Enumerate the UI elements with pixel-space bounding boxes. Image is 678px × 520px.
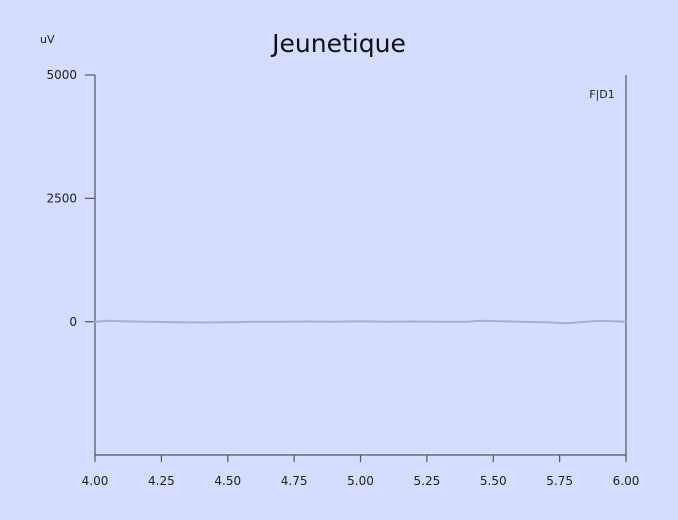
y-tick-label: 5000 xyxy=(46,68,77,82)
y-ticks-group: 5000 2500 0 xyxy=(46,68,95,329)
y-tick-label: 2500 xyxy=(46,191,77,205)
chart-title: Jeunetique xyxy=(270,29,406,58)
x-tick-label: 4.50 xyxy=(214,474,241,488)
x-tick-label: 4.75 xyxy=(281,474,308,488)
y-tick-label: 0 xyxy=(69,315,77,329)
x-tick-label: 5.00 xyxy=(347,474,374,488)
x-tick-label: 5.25 xyxy=(414,474,441,488)
y-axis-unit-label: uV xyxy=(40,33,55,46)
x-tick-label: 4.25 xyxy=(148,474,175,488)
series-line-fd1 xyxy=(94,319,627,325)
x-tick-label: 5.50 xyxy=(480,474,507,488)
x-tick-label: 4.00 xyxy=(82,474,109,488)
legend-label-fd1: F|D1 xyxy=(589,88,615,101)
series-group xyxy=(94,319,627,325)
x-tick-label: 6.00 xyxy=(613,474,640,488)
x-tick-label: 5.75 xyxy=(546,474,573,488)
x-ticks-group: 4.00 4.25 4.50 4.75 5.00 5.25 5.50 5.75 6.00 xyxy=(82,455,640,488)
